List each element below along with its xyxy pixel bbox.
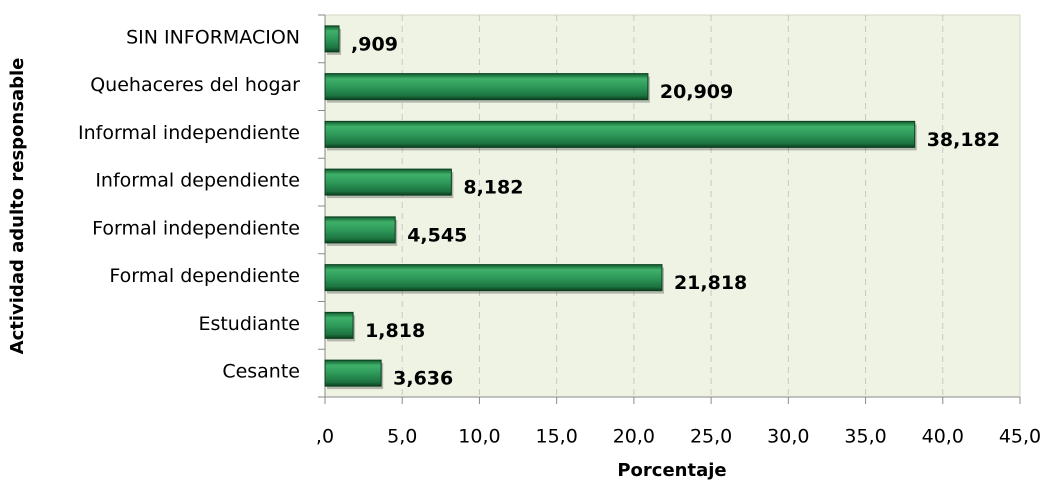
bar bbox=[324, 120, 916, 148]
value-label: 1,818 bbox=[365, 320, 425, 342]
bar bbox=[324, 216, 396, 244]
bar bbox=[324, 311, 354, 339]
y-tick-label: Cesante bbox=[222, 361, 300, 383]
value-label: 21,818 bbox=[674, 272, 747, 294]
x-tick-label: 40,0 bbox=[922, 426, 964, 448]
y-axis-title: Actividad adulto responsable bbox=[7, 58, 28, 355]
y-tick-label: Informal dependiente bbox=[95, 170, 300, 192]
x-tick-label: 30,0 bbox=[767, 426, 809, 448]
x-axis-title: Porcentaje bbox=[617, 460, 726, 481]
y-tick-label: Estudiante bbox=[198, 313, 300, 335]
x-tick-label: ,0 bbox=[316, 426, 334, 448]
x-tick-label: 15,0 bbox=[536, 426, 578, 448]
value-label: 20,909 bbox=[660, 81, 733, 103]
value-label: ,909 bbox=[351, 33, 398, 55]
x-tick-label: 5,0 bbox=[387, 426, 417, 448]
x-tick-label: 25,0 bbox=[690, 426, 732, 448]
bar bbox=[324, 264, 663, 292]
x-tick-label: 20,0 bbox=[613, 426, 655, 448]
y-tick-label: Informal independiente bbox=[78, 122, 300, 144]
value-label: 3,636 bbox=[393, 368, 453, 390]
bar bbox=[324, 359, 382, 387]
bar bbox=[324, 168, 452, 196]
y-tick-label: SIN INFORMACION bbox=[126, 26, 300, 48]
x-tick-label: 35,0 bbox=[844, 426, 886, 448]
y-tick-label: Formal independiente bbox=[92, 217, 300, 239]
x-tick-label: 10,0 bbox=[458, 426, 500, 448]
value-label: 8,182 bbox=[463, 177, 523, 199]
value-label: 38,182 bbox=[927, 129, 1000, 151]
y-tick-label: Quehaceres del hogar bbox=[90, 74, 300, 96]
y-tick-label: Formal dependiente bbox=[109, 265, 300, 287]
plot-area bbox=[324, 14, 1021, 398]
bar bbox=[324, 73, 649, 101]
bar bbox=[324, 25, 340, 53]
x-tick-label: 45,0 bbox=[999, 426, 1041, 448]
value-label: 4,545 bbox=[407, 224, 467, 246]
